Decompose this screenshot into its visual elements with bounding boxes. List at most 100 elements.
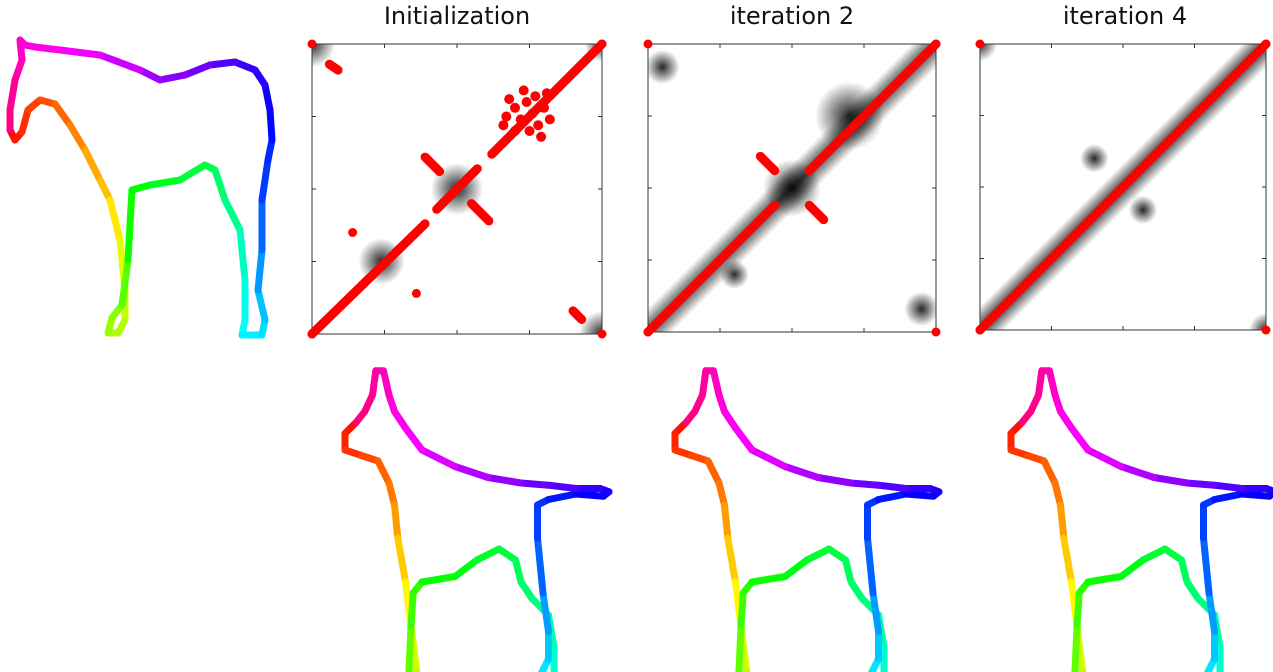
match-point xyxy=(521,97,532,107)
outline-segment xyxy=(1071,622,1081,672)
outline-segment xyxy=(1205,589,1218,635)
outline-segment xyxy=(66,121,89,154)
match-point xyxy=(348,228,358,237)
outline-segment xyxy=(451,556,481,580)
outline-segment xyxy=(206,58,239,69)
outline-segment xyxy=(1117,556,1147,580)
outline-segment xyxy=(418,446,459,470)
outline-segment xyxy=(451,463,492,481)
match-point xyxy=(931,327,941,337)
match-point xyxy=(975,39,985,49)
outline-segment xyxy=(842,556,855,586)
heat-blob xyxy=(578,310,602,334)
outline-segment xyxy=(682,408,699,426)
outline-segment xyxy=(545,481,580,492)
match-point xyxy=(541,88,552,99)
outline-segment xyxy=(1051,479,1064,509)
panel-title-iteration-2: iteration 2 xyxy=(729,2,855,30)
outline-segment xyxy=(517,479,552,489)
match-segment xyxy=(643,200,780,337)
panel-title-initialization: Initialization xyxy=(383,2,531,30)
outline-segment xyxy=(1150,474,1191,487)
outline-segment xyxy=(146,176,184,189)
outline-segment xyxy=(868,655,882,672)
outline-segment xyxy=(385,479,398,509)
outline-segment xyxy=(781,556,811,580)
outline-segment xyxy=(1211,490,1246,503)
outline-segment xyxy=(864,534,877,597)
outline-segment xyxy=(545,490,580,503)
outline-segment xyxy=(81,146,104,184)
heat-blob xyxy=(1128,195,1158,225)
outline-segment xyxy=(231,58,259,74)
heat-blob xyxy=(980,44,998,62)
match-point xyxy=(536,131,547,142)
outline-segment xyxy=(1018,408,1035,426)
match-segment xyxy=(804,39,941,176)
match-point xyxy=(510,126,520,136)
match-segment xyxy=(804,200,829,225)
outline-segment xyxy=(96,51,144,74)
match-point xyxy=(544,114,555,125)
dog-shape-2 xyxy=(671,367,943,672)
outline-segment xyxy=(847,479,882,489)
outline-segment xyxy=(236,226,249,284)
match-point xyxy=(524,126,535,136)
outline-segment xyxy=(56,46,104,59)
outline-segment xyxy=(748,446,789,470)
outline-segment xyxy=(369,367,380,399)
outline-segment xyxy=(1117,463,1158,481)
heat-blob xyxy=(1080,144,1109,173)
outline-segment xyxy=(715,479,728,509)
outline-segment xyxy=(31,43,64,54)
outline-segment xyxy=(405,622,415,672)
outline-segment xyxy=(261,81,274,114)
outline-segment xyxy=(118,256,132,309)
outline-segment xyxy=(418,573,459,586)
match-point xyxy=(643,39,653,49)
outline-segment xyxy=(402,424,426,454)
outline-segment xyxy=(391,501,402,542)
match-point xyxy=(504,94,515,105)
outline-segment xyxy=(875,481,910,492)
heat-blob xyxy=(648,49,680,85)
match-segment xyxy=(568,306,587,324)
outline-segment xyxy=(1073,589,1083,630)
outline-segment xyxy=(1084,446,1125,470)
outline-segment xyxy=(484,474,525,487)
outline-segment xyxy=(394,534,409,586)
outline-segment xyxy=(572,490,607,500)
outline-segment xyxy=(781,463,822,481)
match-point xyxy=(539,102,549,113)
match-point xyxy=(501,111,512,122)
match-point xyxy=(515,114,526,125)
match-segment xyxy=(432,164,482,214)
outline-segment xyxy=(254,246,266,294)
heat-blob xyxy=(312,44,336,68)
outline-segment xyxy=(803,545,833,564)
outline-segment xyxy=(875,490,910,503)
dog-shape-3 xyxy=(1007,367,1273,672)
outline-segment xyxy=(1200,534,1213,597)
outline-segment xyxy=(473,545,503,564)
outline-segment xyxy=(352,408,369,426)
outline-segment xyxy=(869,589,882,635)
outline-segment xyxy=(737,589,747,630)
outline-segment xyxy=(1084,573,1125,586)
match-segment xyxy=(307,219,430,339)
heat-blob xyxy=(1248,312,1266,330)
outline-segment xyxy=(732,424,756,454)
outline-segment xyxy=(221,196,244,234)
outline-segment xyxy=(211,166,229,204)
outline-segment xyxy=(258,156,272,204)
outline-segment xyxy=(748,573,789,586)
outline-segment xyxy=(699,367,710,399)
outline-segment xyxy=(6,76,19,114)
heat-blob xyxy=(904,291,936,327)
outline-segment xyxy=(1035,367,1046,399)
outline-segment xyxy=(266,106,276,144)
outline-segment xyxy=(1183,479,1218,489)
match-point xyxy=(530,91,541,102)
match-segment xyxy=(755,151,780,176)
